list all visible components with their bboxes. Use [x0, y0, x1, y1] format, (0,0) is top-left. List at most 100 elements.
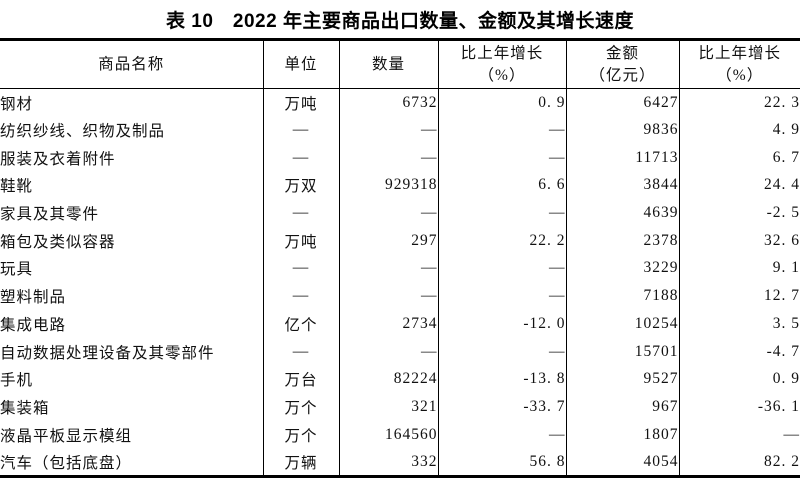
commodity-name-cell: 汽车（包括底盘）	[0, 454, 133, 472]
unit-cell: 万吨	[262, 88, 339, 117]
amount-growth-cell: 24. 4	[678, 171, 800, 200]
quantity-growth-cell: 22. 2	[437, 226, 566, 255]
table-row: 钢材 万吨 6732 0. 9 6427 22. 3	[0, 88, 800, 117]
unit-cell: 万辆	[262, 448, 339, 477]
quantity-cell: 929318	[338, 171, 438, 200]
quantity-growth-cell: —	[437, 420, 566, 449]
amount-growth-cell: -4. 7	[678, 337, 800, 366]
commodity-name-cell: 集装箱	[0, 399, 50, 417]
unit-cell: —	[262, 116, 339, 144]
unit-cell: 万台	[262, 365, 339, 394]
header-text: 比上年增长	[698, 44, 781, 62]
quantity-cell: 2734	[338, 310, 438, 338]
commodity-name-cell: 玩具	[0, 261, 34, 279]
unit-cell: —	[262, 282, 339, 310]
export-commodities-table: 商品名称 单位 数量 比上年增长 （%） 金额 （亿元） 比上年增长 （%）	[0, 38, 800, 478]
quantity-growth-cell: -33. 7	[437, 393, 566, 421]
quantity-growth-cell: -13. 8	[437, 365, 566, 394]
amount-cell: 9836	[565, 116, 679, 144]
unit-cell: 万个	[262, 420, 339, 449]
unit-cell: —	[262, 199, 339, 227]
commodity-name-cell: 鞋靴	[0, 178, 34, 196]
quantity-cell: —	[338, 282, 438, 310]
quantity-growth-cell: —	[437, 143, 566, 172]
commodity-name-cell: 手机	[0, 372, 34, 390]
quantity-cell: 297	[338, 226, 438, 255]
header-text: 单位	[284, 55, 318, 73]
amount-growth-cell: 12. 7	[678, 282, 800, 310]
commodity-name-cell: 家具及其零件	[0, 206, 100, 224]
col-header-quantity-growth: 比上年增长 （%）	[437, 39, 566, 89]
quantity-cell: —	[338, 199, 438, 227]
quantity-growth-cell: —	[437, 116, 566, 144]
amount-cell: 10254	[565, 310, 679, 338]
unit-cell: 亿个	[262, 310, 339, 338]
header-text-line2: （亿元）	[589, 66, 656, 84]
amount-growth-cell: 6. 7	[678, 143, 800, 172]
table-row: 自动数据处理设备及其零部件 — — — 15701 -4. 7	[0, 337, 800, 366]
col-header-unit: 单位	[262, 39, 339, 89]
amount-cell: 9527	[565, 365, 679, 394]
col-header-quantity: 数量	[338, 39, 438, 89]
quantity-cell: —	[338, 337, 438, 366]
amount-growth-cell: 4. 9	[678, 116, 800, 144]
table-row: 纺织纱线、织物及制品 — — — 9836 4. 9	[0, 116, 800, 144]
table-row: 玩具 — — — 3229 9. 1	[0, 254, 800, 283]
quantity-growth-cell: 0. 9	[437, 88, 566, 117]
amount-cell: 967	[565, 393, 679, 421]
amount-cell: 3844	[565, 171, 679, 200]
header-text-line2: （%）	[716, 66, 764, 84]
commodity-name-cell: 塑料制品	[0, 289, 67, 307]
quantity-cell: 164560	[338, 420, 438, 449]
unit-cell: 万双	[262, 171, 339, 200]
quantity-cell: 321	[338, 393, 438, 421]
header-text: 商品名称	[98, 55, 165, 73]
commodity-name-cell: 箱包及类似容器	[0, 233, 116, 251]
amount-growth-cell: -2. 5	[678, 199, 800, 227]
unit-cell: 万吨	[262, 226, 339, 255]
commodity-name-cell: 服装及衣着附件	[0, 150, 116, 168]
table-row: 服装及衣着附件 — — — 11713 6. 7	[0, 143, 800, 172]
quantity-growth-cell: 6. 6	[437, 171, 566, 200]
amount-cell: 11713	[565, 143, 679, 172]
header-row: 商品名称 单位 数量 比上年增长 （%） 金额 （亿元） 比上年增长 （%）	[0, 39, 800, 89]
commodity-name-cell: 集成电路	[0, 316, 67, 334]
amount-cell: 2378	[565, 226, 679, 255]
quantity-growth-cell: —	[437, 254, 566, 283]
table-row: 箱包及类似容器 万吨 297 22. 2 2378 32. 6	[0, 226, 800, 255]
amount-growth-cell: —	[678, 420, 800, 449]
table-row: 家具及其零件 — — — 4639 -2. 5	[0, 199, 800, 227]
amount-cell: 7188	[565, 282, 679, 310]
amount-cell: 15701	[565, 337, 679, 366]
quantity-cell: —	[338, 143, 438, 172]
amount-cell: 1807	[565, 420, 679, 449]
amount-growth-cell: 9. 1	[678, 254, 800, 283]
quantity-cell: 82224	[338, 365, 438, 394]
table-row: 鞋靴 万双 929318 6. 6 3844 24. 4	[0, 171, 800, 200]
unit-cell: —	[262, 143, 339, 172]
quantity-growth-cell: 56. 8	[437, 448, 566, 477]
commodity-name-cell: 自动数据处理设备及其零部件	[0, 344, 215, 362]
header-text: 数量	[371, 55, 405, 73]
amount-growth-cell: 82. 2	[678, 448, 800, 477]
table-row: 集成电路 亿个 2734 -12. 0 10254 3. 5	[0, 310, 800, 338]
amount-growth-cell: -36. 1	[678, 393, 800, 421]
col-header-amount-growth: 比上年增长 （%）	[678, 39, 800, 89]
quantity-growth-cell: —	[437, 337, 566, 366]
amount-growth-cell: 3. 5	[678, 310, 800, 338]
amount-growth-cell: 22. 3	[678, 88, 800, 117]
amount-cell: 6427	[565, 88, 679, 117]
table-row: 液晶平板显示模组 万个 164560 — 1807 —	[0, 420, 800, 449]
unit-cell: 万个	[262, 393, 339, 421]
table-title: 表 10 2022 年主要商品出口数量、金额及其增长速度	[166, 10, 634, 32]
unit-cell: —	[262, 337, 339, 366]
quantity-cell: 332	[338, 448, 438, 477]
header-text: 比上年增长	[460, 44, 544, 62]
table-row: 集装箱 万个 321 -33. 7 967 -36. 1	[0, 393, 800, 421]
quantity-cell: —	[338, 254, 438, 283]
commodity-name-cell: 液晶平板显示模组	[0, 427, 133, 445]
header-text-line2: （%）	[478, 66, 526, 84]
amount-cell: 4639	[565, 199, 679, 227]
amount-growth-cell: 0. 9	[678, 365, 800, 394]
